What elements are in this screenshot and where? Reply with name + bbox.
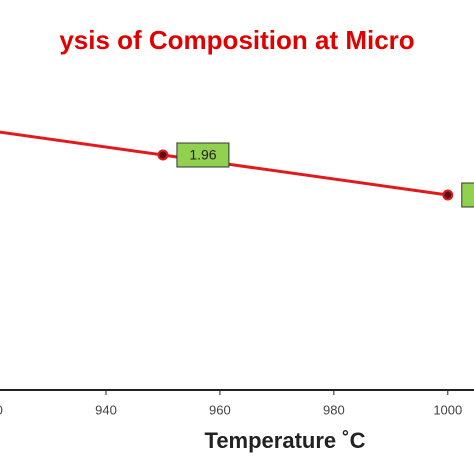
data-point (442, 189, 454, 201)
data-label: 1.96 (189, 147, 216, 163)
x-tick-label: 960 (209, 402, 231, 417)
chart-title: ysis of Composition at Micro (59, 25, 414, 55)
x-tick-label: 980 (323, 402, 345, 417)
x-tick-label: 920 (0, 402, 3, 417)
data-label-box (461, 182, 474, 208)
data-point (157, 149, 169, 161)
x-axis-title: Temperature ˚C (205, 428, 366, 453)
x-tick-label: 1000 (433, 402, 462, 417)
x-tick-label: 940 (95, 402, 117, 417)
data-label-box (176, 142, 230, 168)
